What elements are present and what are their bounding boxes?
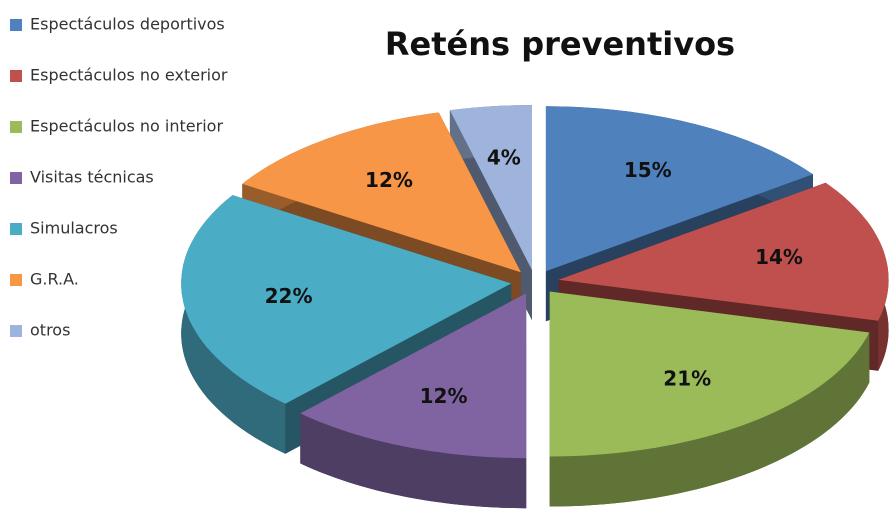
slice (549, 291, 870, 457)
data-label: 14% (755, 245, 803, 269)
data-label: 22% (265, 284, 313, 308)
data-label: 12% (365, 168, 413, 192)
data-label: 4% (487, 145, 521, 169)
slice-wall (300, 413, 527, 509)
data-label: 15% (624, 158, 672, 182)
data-label: 12% (420, 384, 468, 408)
legend-label: Visitas técnicas (30, 168, 154, 187)
legend-swatch (10, 325, 22, 337)
legend-swatch (10, 223, 22, 235)
slice (181, 195, 512, 404)
slice (449, 105, 532, 271)
legend-label: G.R.A. (30, 270, 79, 289)
legend-label: otros (30, 321, 70, 340)
legend-swatch (10, 274, 22, 286)
slice (300, 293, 527, 459)
data-label: 21% (663, 367, 711, 391)
legend-label: Simulacros (30, 219, 118, 238)
legend-label: Espectáculos no exterior (30, 66, 228, 85)
slice (242, 112, 521, 273)
chart-title: Reténs preventivos (385, 25, 735, 63)
slice-wall (549, 332, 870, 507)
legend-label: Espectáculos no interior (30, 117, 223, 136)
slice (545, 106, 813, 272)
slice (558, 182, 889, 321)
legend-label: Espectáculos deportivos (30, 15, 225, 34)
legend-swatch (10, 121, 22, 133)
legend-swatch (10, 70, 22, 82)
legend-swatch (10, 19, 22, 31)
legend-swatch (10, 172, 22, 184)
